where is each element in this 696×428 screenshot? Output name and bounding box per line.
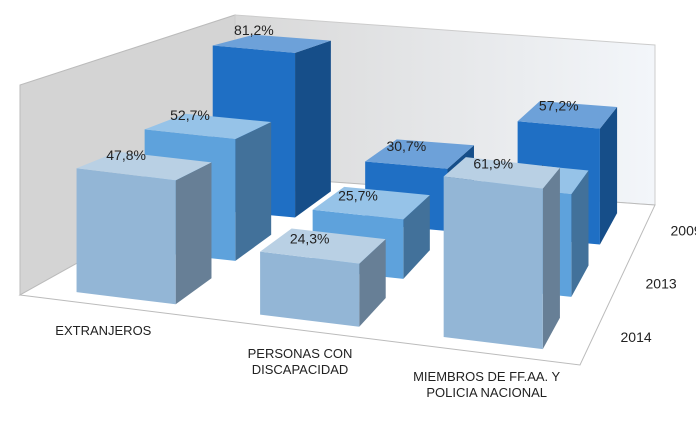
- bar-side: [175, 162, 212, 305]
- value-label: 61,9%: [473, 155, 513, 171]
- bar: [76, 151, 212, 305]
- bar: [260, 228, 386, 327]
- value-label: 81,2%: [234, 22, 274, 38]
- bar-top: [312, 186, 430, 220]
- category-label: MIEMBROS DE FF.AA. Y POLICIA NACIONAL: [413, 369, 561, 401]
- legend-label: 2009: [671, 222, 696, 238]
- bar-side: [359, 239, 386, 327]
- bar-side: [571, 170, 589, 297]
- bar-top: [260, 228, 386, 264]
- bar-top: [76, 151, 212, 181]
- bar-front: [76, 168, 176, 305]
- category-label: PERSONAS CON DISCAPACIDAD: [247, 346, 353, 377]
- bar-top: [144, 113, 272, 140]
- bar-side: [599, 106, 618, 245]
- bar: [443, 157, 560, 350]
- bar-side: [295, 40, 331, 218]
- bar-side: [542, 167, 560, 350]
- bar-front: [443, 176, 543, 350]
- legend-label: 2013: [646, 276, 677, 292]
- value-label: 24,3%: [290, 230, 330, 246]
- bar-top: [365, 139, 474, 169]
- value-label: 30,7%: [386, 138, 426, 154]
- value-label: 57,2%: [539, 98, 579, 114]
- bar-top: [212, 34, 331, 53]
- value-label: 47,8%: [106, 147, 146, 163]
- bar-top: [443, 157, 560, 189]
- bar-top: [517, 101, 618, 129]
- bar-side: [403, 195, 430, 279]
- bar-front: [260, 251, 360, 327]
- legend-label: 2014: [621, 329, 652, 345]
- value-label: 25,7%: [338, 187, 378, 203]
- bar-side: [235, 122, 272, 261]
- value-label: 52,7%: [170, 107, 210, 123]
- category-label: EXTRANJEROS: [55, 322, 152, 338]
